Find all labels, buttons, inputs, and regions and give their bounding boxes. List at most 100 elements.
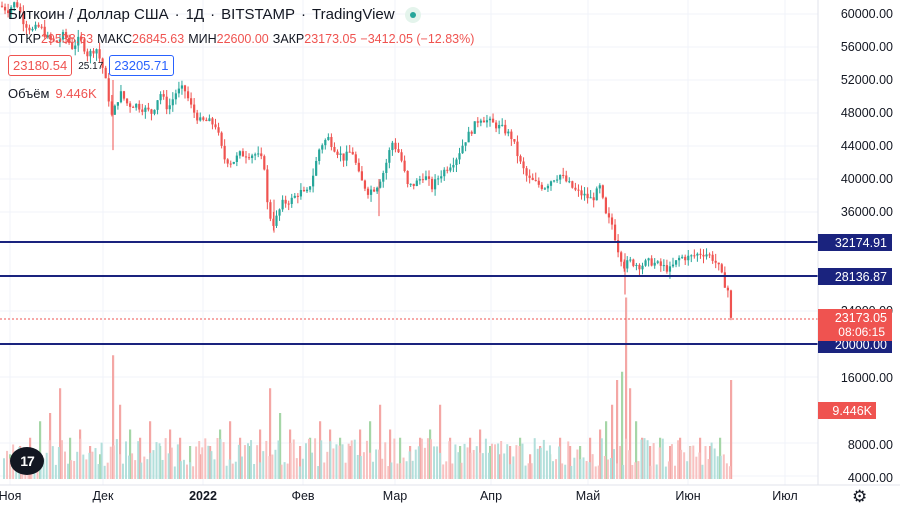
interval-label[interactable]: 1Д (185, 6, 205, 23)
candle-body (339, 153, 342, 155)
candle-body (159, 94, 162, 101)
close-value: 23173.05 (304, 32, 357, 46)
volume-bar (179, 461, 182, 479)
volume-bar (591, 454, 594, 479)
volume-bar (730, 380, 733, 479)
candle-body (620, 252, 623, 262)
volume-bar (240, 456, 243, 479)
candle-body (501, 124, 504, 126)
candle-body (247, 157, 251, 159)
spread-value: 25.17 (78, 61, 104, 73)
volume-bar (137, 441, 140, 479)
candle-body (296, 195, 299, 197)
last-price-text: 23173.05 (835, 311, 887, 325)
volume-bar (155, 442, 158, 479)
volume-bar (372, 461, 375, 479)
volume-bar (646, 440, 649, 479)
volume-bar (73, 460, 76, 479)
candle-body (412, 183, 415, 186)
level-badge-text: 32174.91 (835, 236, 887, 250)
candle-body (92, 50, 95, 54)
volume-bar (472, 449, 475, 479)
candle-body (217, 127, 220, 133)
volume-bar (420, 438, 423, 479)
candle-body (321, 145, 324, 150)
volume-bar (451, 463, 454, 479)
volume-bar (475, 446, 478, 479)
candle-body (162, 94, 165, 97)
price-tick: 48000.00 (841, 106, 893, 120)
candle-body (330, 137, 333, 147)
price-axis: 60000.00 56000.00 52000.00 48000.00 4400… (817, 0, 893, 485)
candle-body (165, 96, 168, 110)
volume-bar (299, 446, 302, 479)
volume-bar (390, 462, 393, 479)
candle-body (556, 179, 559, 181)
price-tick: 16000.00 (841, 371, 893, 385)
buy-button[interactable]: 23205.71 (109, 55, 174, 76)
candle-body (562, 174, 565, 176)
candle-body (336, 151, 339, 155)
volume-bar (301, 458, 304, 479)
volume-bar (88, 452, 91, 479)
candle-body (284, 199, 287, 204)
time-label: Мар (383, 489, 408, 503)
volume-bar (335, 444, 338, 479)
volume-bar (509, 446, 512, 479)
candle-body (171, 99, 174, 106)
volume-bar (362, 452, 365, 479)
volume-bar (210, 451, 213, 479)
volume-bar (466, 447, 469, 479)
candle-body (491, 118, 495, 123)
volume-bar (161, 459, 164, 479)
candle-body (626, 260, 629, 269)
candle-body (665, 265, 668, 272)
candle-body (635, 264, 638, 266)
volume-bar (489, 446, 492, 479)
candle-body (260, 153, 263, 157)
candle-body (415, 180, 418, 186)
candle-body (266, 169, 269, 203)
candle-body (641, 265, 644, 270)
volume-bar (109, 446, 112, 479)
volume-bar (379, 404, 382, 479)
volume-bar (487, 452, 490, 479)
volume-bar (228, 459, 231, 479)
candle-body (705, 254, 708, 257)
volume-bar (319, 421, 322, 479)
volume-bar (387, 466, 390, 479)
volume-bar (320, 440, 323, 479)
low-value: 22600.00 (216, 32, 269, 46)
candle-body (678, 257, 681, 261)
symbol-name[interactable]: Биткоин / Доллар США (8, 6, 169, 23)
market-status-icon[interactable] (404, 7, 421, 24)
volume-label: Объём (8, 86, 50, 101)
volume-bar (399, 437, 402, 479)
volume-bar (286, 463, 289, 479)
volume-bar (359, 429, 362, 479)
candle-body (434, 179, 437, 190)
volume-bar (219, 439, 222, 479)
volume-bar (225, 465, 228, 479)
candle-body (287, 203, 290, 205)
time-label: Фев (291, 489, 314, 503)
candle-body (299, 189, 302, 197)
candle-body (22, 12, 25, 25)
candle-body (714, 260, 717, 263)
volume-bar (204, 438, 207, 479)
candle-body (342, 153, 345, 161)
volume-bar (506, 444, 509, 479)
volume-bar (707, 459, 710, 479)
volume-bar (658, 447, 661, 479)
sell-button[interactable]: 23180.54 (8, 55, 73, 76)
candle-body (394, 142, 397, 150)
volume-bar (567, 441, 570, 479)
candle-body (671, 264, 675, 267)
volume-bar (353, 439, 356, 479)
gear-icon[interactable]: ⚙ (852, 487, 868, 506)
volume-bar (643, 438, 646, 479)
tradingview-logo-icon[interactable]: 17 (10, 447, 44, 475)
volume-bar (494, 444, 497, 479)
candle-body (592, 197, 595, 201)
